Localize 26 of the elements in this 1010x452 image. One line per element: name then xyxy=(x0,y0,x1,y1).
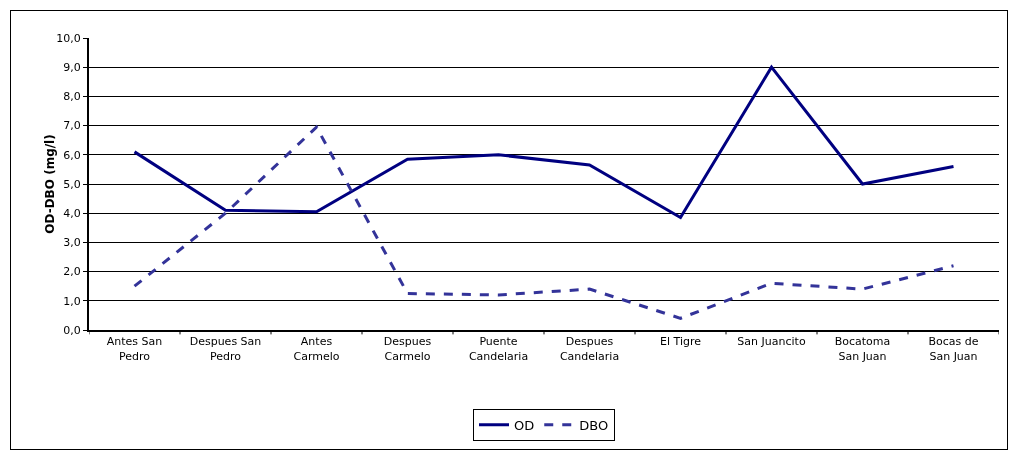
y-tick-label: 6,0 xyxy=(63,148,81,162)
line-series xyxy=(133,125,955,320)
y-tick-label: 0,0 xyxy=(63,323,81,337)
y-axis-title: OD-DBO (mg/l) xyxy=(43,134,57,234)
x-tick-label: San Juancito xyxy=(737,335,806,349)
y-tick-label: 9,0 xyxy=(63,61,81,75)
y-tick-label: 5,0 xyxy=(63,177,81,191)
x-tick-label: Puente Candelaria xyxy=(468,335,529,363)
x-tick-label: Despues Carmelo xyxy=(383,335,432,363)
y-tick-label: 7,0 xyxy=(63,119,81,133)
line-series xyxy=(133,65,955,220)
x-tick-label: El Tigre xyxy=(660,335,702,349)
x-tick-label: Bocas de San Juan xyxy=(928,335,979,363)
y-tick-label: 8,0 xyxy=(63,90,81,104)
x-tick-label: Despues San Pedro xyxy=(189,335,262,363)
y-tick-label: 3,0 xyxy=(63,236,81,250)
x-tick-label: Bocatoma San Juan xyxy=(834,335,891,363)
y-tick-label: 10,0 xyxy=(56,31,81,45)
legend-label: DBO xyxy=(579,417,609,433)
legend-label: OD xyxy=(514,417,535,433)
y-tick-label: 4,0 xyxy=(63,207,81,221)
y-tick-label: 2,0 xyxy=(63,265,81,279)
x-tick-label: Antes San Pedro xyxy=(106,335,163,363)
x-tick-label: Despues Candelaria xyxy=(559,335,620,363)
y-tick-label: 1,0 xyxy=(63,294,81,308)
x-tick-label: Antes Carmelo xyxy=(293,335,340,363)
